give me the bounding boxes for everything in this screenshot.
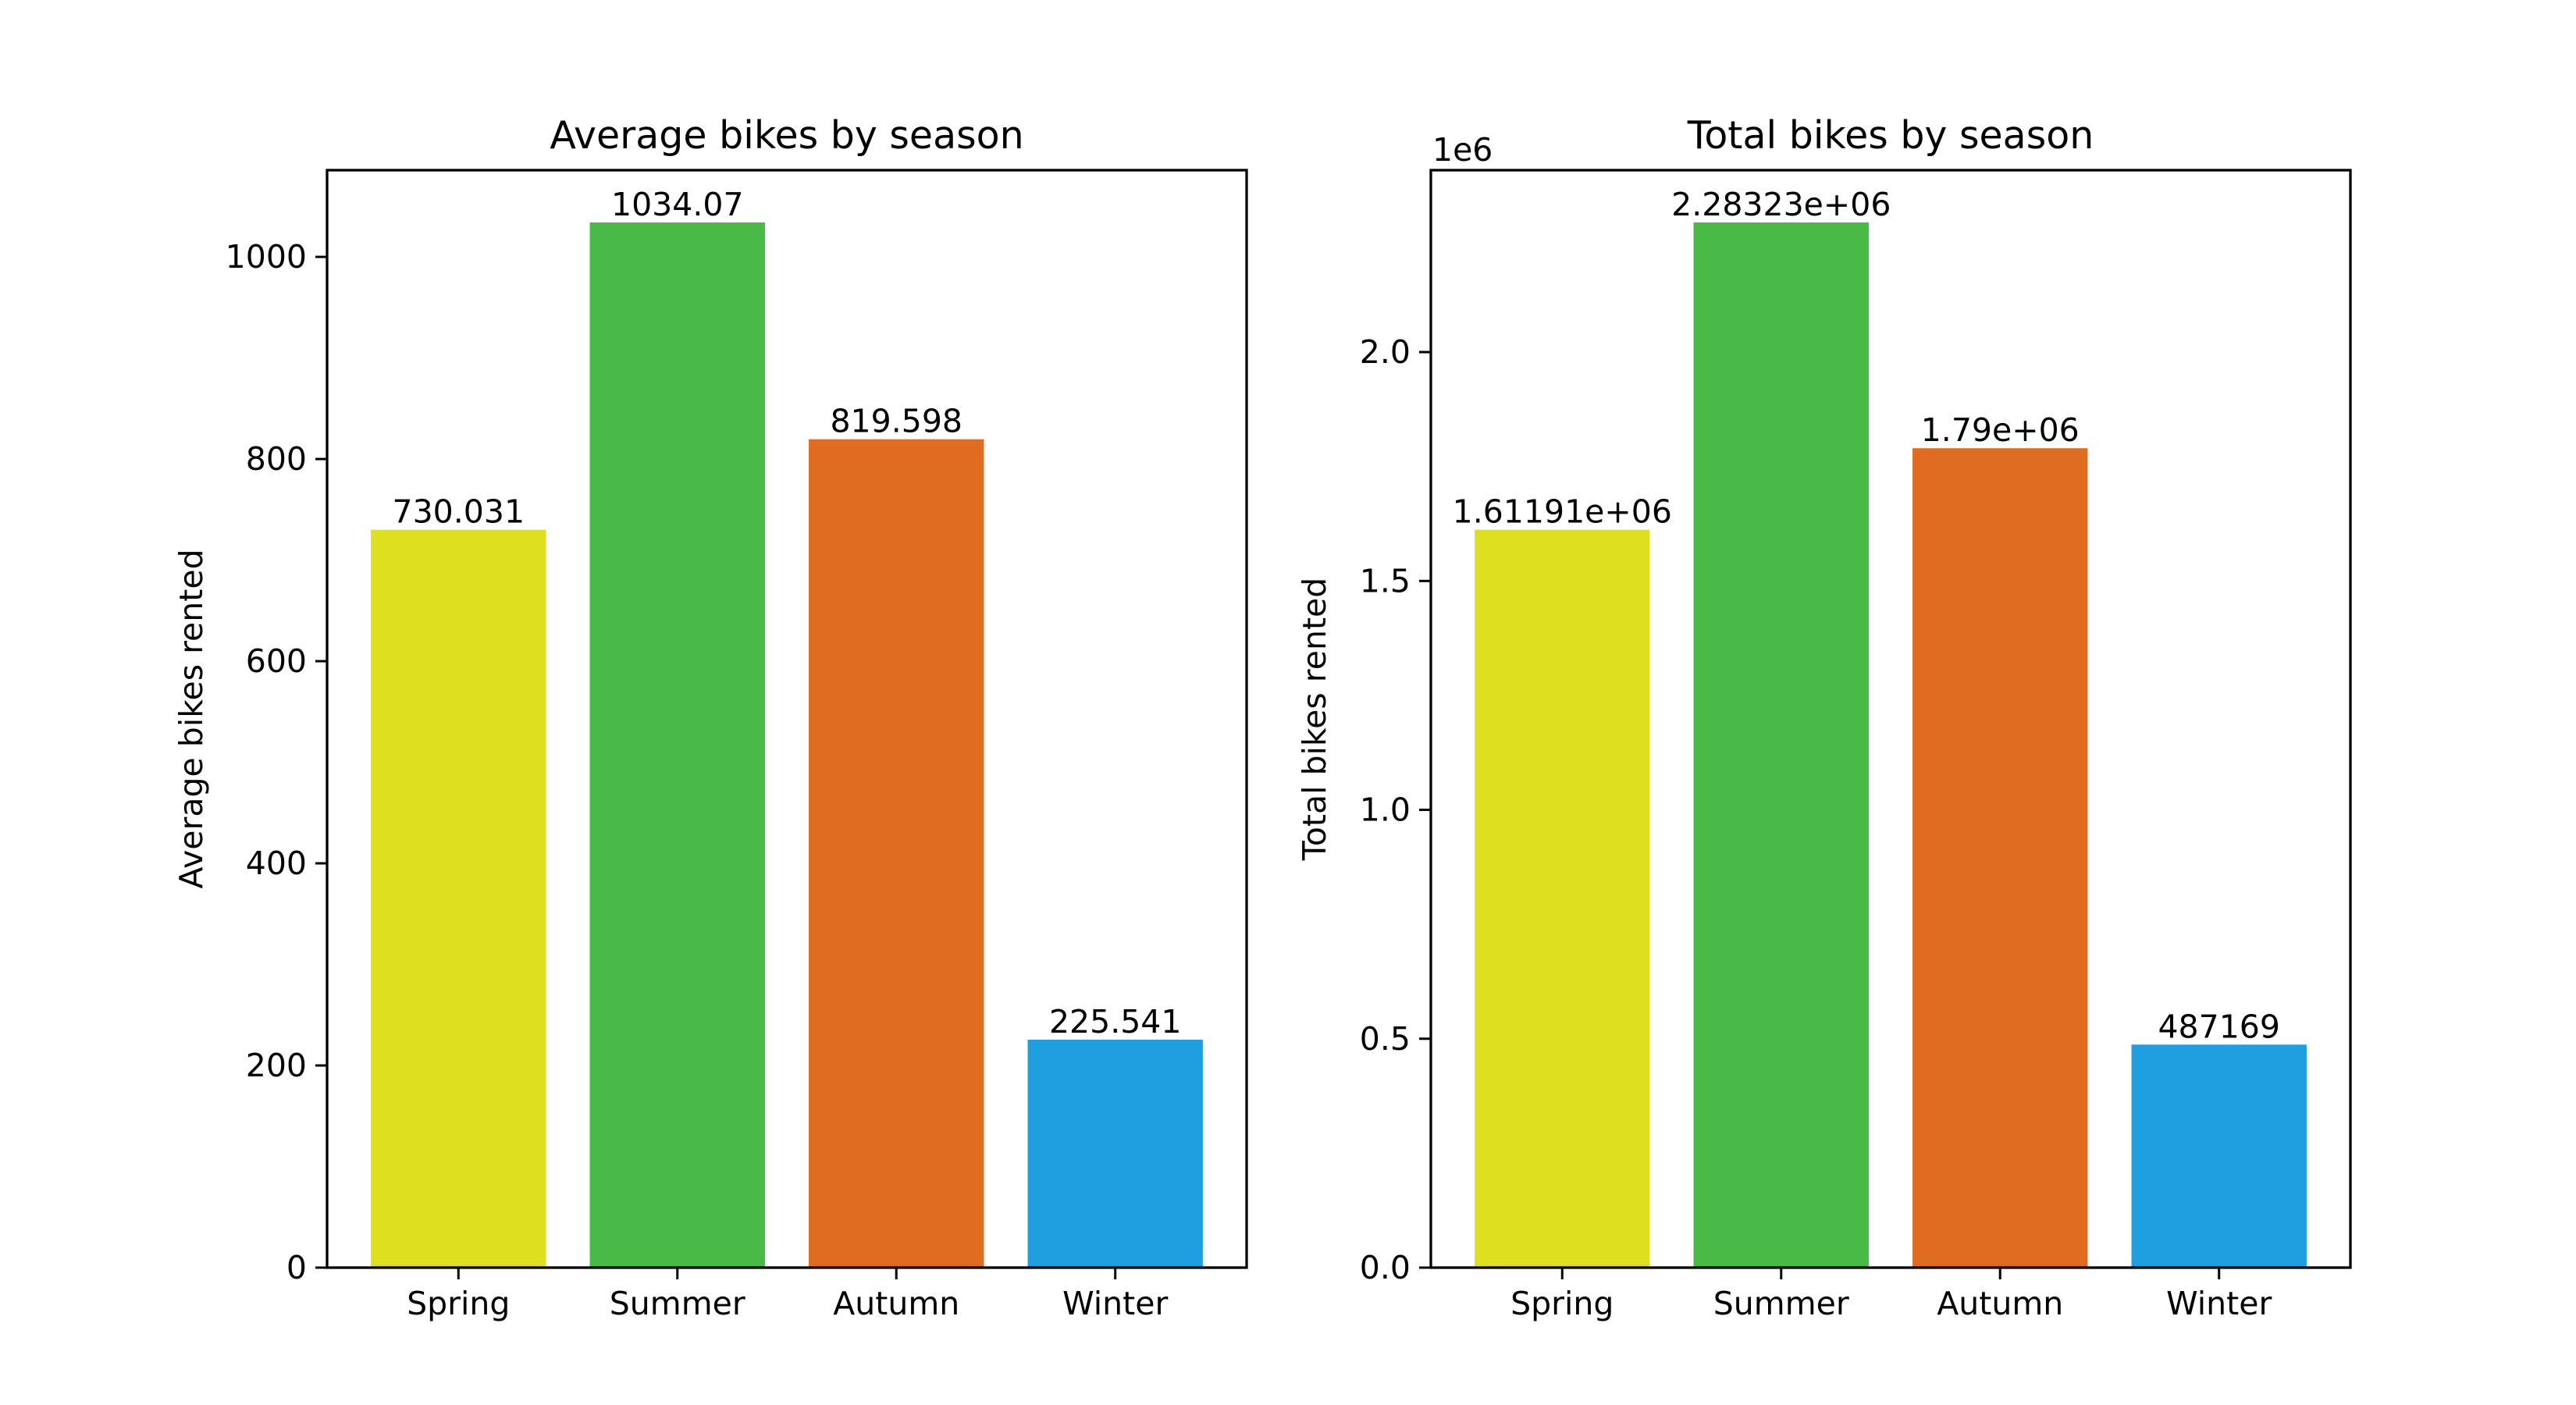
bar-winter	[2131, 1044, 2307, 1268]
bar-autumn	[809, 439, 984, 1268]
y-tick-label: 1.5	[1360, 562, 1411, 599]
plot-frame	[326, 169, 1248, 1269]
tick-group: Spring Summer Autumn Winter 0 200 400 600 800 100…	[226, 238, 1169, 1322]
average-bikes-chart: Average bikes by season Average bikes re…	[173, 113, 1248, 1322]
bar-summer	[1693, 222, 1869, 1268]
x-tick-label-winter: Winter	[2166, 1285, 2272, 1322]
y-tick-label: 400	[246, 845, 307, 882]
x-tick-label-autumn: Autumn	[833, 1285, 959, 1322]
y-tick-label: 2.0	[1360, 333, 1411, 371]
x-tick-label-spring: Spring	[1510, 1285, 1614, 1322]
bar-autumn	[1912, 448, 2088, 1268]
x-tick-label-winter: Winter	[1062, 1285, 1168, 1322]
data-label-summer: 1034.07	[611, 186, 744, 223]
data-label-group: 1.61191e+06 2.28323e+06 1.79e+06 487169	[1453, 186, 2280, 1045]
bar-summer	[589, 222, 765, 1268]
data-label-summer: 2.28323e+06	[1671, 186, 1891, 223]
data-label-winter: 487169	[2158, 1008, 2280, 1045]
bar-spring	[1475, 529, 1650, 1268]
y-tick-label: 1.0	[1360, 791, 1411, 829]
y-tick-label: 0.5	[1360, 1020, 1411, 1058]
y-tick-label: 0.0	[1360, 1249, 1411, 1286]
data-label-group: 730.031 1034.07 819.598 225.541	[393, 186, 1182, 1040]
bar-group	[371, 222, 1203, 1268]
x-tick-label-autumn: Autumn	[1937, 1285, 2063, 1322]
y-axis-offset-label: 1e6	[1432, 131, 1493, 169]
total-bikes-chart: Total bikes by season Total bikes rented…	[1296, 113, 2352, 1322]
data-label-spring: 1.61191e+06	[1453, 493, 1672, 531]
plot-frame	[1429, 169, 2352, 1269]
x-tick-label-summer: Summer	[610, 1285, 745, 1322]
data-label-autumn: 1.79e+06	[1921, 411, 2080, 449]
bar-winter	[1027, 1039, 1203, 1268]
data-label-winter: 225.541	[1049, 1003, 1182, 1040]
y-tick-label: 600	[246, 642, 307, 680]
y-tick-label: 200	[246, 1047, 307, 1084]
data-label-autumn: 819.598	[830, 403, 962, 440]
bar-spring	[371, 529, 546, 1268]
chart-title: Average bikes by season	[550, 113, 1023, 158]
bar-group	[1475, 222, 2307, 1268]
tick-group: Spring Summer Autumn Winter 0.0 0.5 1.0 1.5 2.0	[1360, 333, 2272, 1322]
chart-title: Total bikes by season	[1687, 113, 2094, 158]
y-axis-label: Total bikes rented	[1296, 578, 1333, 862]
y-tick-label: 1000	[226, 238, 307, 276]
y-axis-label: Average bikes rented	[173, 549, 210, 888]
x-tick-label-summer: Summer	[1713, 1285, 1849, 1322]
y-tick-label: 800	[246, 440, 307, 478]
y-tick-label: 0	[286, 1249, 307, 1286]
data-label-spring: 730.031	[393, 493, 525, 531]
x-tick-label-spring: Spring	[407, 1285, 510, 1322]
